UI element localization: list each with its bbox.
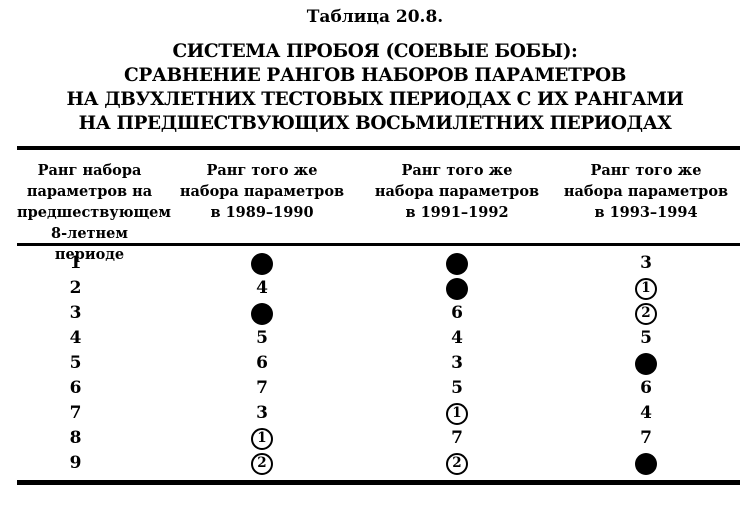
circled-number-icon: 2: [446, 452, 468, 475]
circled-number-icon: 1: [635, 277, 657, 300]
circled-number-icon: 1: [251, 427, 273, 450]
title-line: СИСТЕМА ПРОБОЯ (СОЕВЫЕ БОБЫ):: [172, 41, 578, 62]
filled-dot-icon: [446, 252, 468, 275]
table-cell: 3: [640, 253, 652, 273]
table-cell: 5: [69, 353, 82, 373]
table-cell: 5: [256, 328, 268, 348]
header-line: в 1991–1992: [405, 204, 509, 221]
table-cell: 6: [640, 378, 652, 398]
table-cell: 7: [256, 378, 268, 398]
table-cell: 2: [69, 278, 82, 298]
table-cell: 3: [256, 403, 268, 423]
table-row: 6 7 5 6: [17, 376, 740, 401]
header-line: набора параметров: [563, 183, 729, 200]
table-row: 2 4 1: [17, 276, 740, 301]
column-header-rank-1993-1994: Ранг того же набора параметров в 1993–19…: [552, 160, 740, 265]
scanned-document-page: Таблица 20.8. СИСТЕМА ПРОБОЯ (СОЕВЫЕ БОБ…: [0, 7, 750, 505]
table-cell: 4: [640, 403, 652, 423]
header-line: Ранг того же: [590, 162, 702, 179]
table-cell: 6: [451, 303, 463, 323]
circled-number-icon: 1: [446, 402, 468, 425]
filled-dot-icon: [635, 352, 657, 375]
table-cell: 1: [162, 427, 362, 450]
table-cell: 4: [256, 278, 268, 298]
filled-dot-icon: [251, 302, 273, 325]
title-line: СРАВНЕНИЕ РАНГОВ НАБОРОВ ПАРАМЕТРОВ: [124, 65, 626, 86]
circled-number-icon: 2: [635, 302, 657, 325]
table-caption: Таблица 20.8.: [306, 7, 444, 27]
top-rule: [17, 146, 740, 150]
table-cell: 3: [69, 303, 82, 323]
table-cell: [552, 452, 740, 475]
table-cell: 5: [640, 328, 652, 348]
filled-dot-icon: [635, 452, 657, 475]
table-cell: 2: [362, 452, 552, 475]
header-line: Ранг того же: [401, 162, 513, 179]
table-row: 3 6 2: [17, 301, 740, 326]
table-cell: [162, 302, 362, 325]
header-line: Ранг набора: [37, 162, 142, 179]
header-line: 8-летнем периоде: [51, 225, 128, 263]
table-cell: [552, 352, 740, 375]
table-cell: 6: [256, 353, 268, 373]
filled-dot-icon: [446, 277, 468, 300]
table-cell: 1: [69, 253, 82, 273]
table-cell: 5: [451, 378, 463, 398]
table-cell: 3: [451, 353, 463, 373]
table-row: 7 3 1 4: [17, 401, 740, 426]
table-cell: [162, 252, 362, 275]
table-cell: 7: [640, 428, 652, 448]
table-title: СИСТЕМА ПРОБОЯ (СОЕВЫЕ БОБЫ): СРАВНЕНИЕ …: [0, 40, 750, 136]
table-cell: 2: [552, 302, 740, 325]
table-cell: 4: [69, 328, 82, 348]
table-cell: 8: [69, 428, 82, 448]
table-row: 5 6 3: [17, 351, 740, 376]
table-cell: 7: [69, 403, 82, 423]
header-line: в 1993–1994: [594, 204, 698, 221]
header-line: в 1989–1990: [210, 204, 314, 221]
table-header-row: Ранг набора параметров на предшествующем…: [17, 150, 740, 263]
circled-number-icon: 2: [251, 452, 273, 475]
header-line: набора параметров: [179, 183, 345, 200]
table-row: 8 1 7 7: [17, 426, 740, 451]
table-cell: 1: [552, 277, 740, 300]
header-divider-rule: [17, 243, 740, 246]
title-line: НА ДВУХЛЕТНИХ ТЕСТОВЫХ ПЕРИОДАХ С ИХ РАН…: [66, 89, 684, 110]
header-line: предшествующем: [17, 204, 171, 221]
table-row: 9 2 2: [17, 451, 740, 476]
table-cell: 1: [362, 402, 552, 425]
table-cell: [362, 277, 552, 300]
title-line: НА ПРЕДШЕСТВУЮЩИХ ВОСЬМИЛЕТНИХ ПЕРИОДАХ: [78, 113, 672, 134]
table-cell: 9: [69, 453, 82, 473]
table-cell: 2: [162, 452, 362, 475]
column-header-prior-8yr-rank: Ранг набора параметров на предшествующем…: [17, 160, 171, 265]
bottom-rule: [17, 480, 740, 485]
header-line: параметров на: [26, 183, 153, 200]
header-line: Ранг того же: [206, 162, 318, 179]
table-cell: 4: [451, 328, 463, 348]
table-row: 4 5 4 5: [17, 326, 740, 351]
table-cell: 7: [451, 428, 463, 448]
table-cell: [362, 252, 552, 275]
column-header-rank-1991-1992: Ранг того же набора параметров в 1991–19…: [362, 160, 552, 265]
filled-dot-icon: [251, 252, 273, 275]
header-line: набора параметров: [374, 183, 540, 200]
table-cell: 6: [69, 378, 82, 398]
column-header-rank-1989-1990: Ранг того же набора параметров в 1989–19…: [162, 160, 362, 265]
ranks-comparison-table: Ранг набора параметров на предшествующем…: [17, 146, 740, 485]
